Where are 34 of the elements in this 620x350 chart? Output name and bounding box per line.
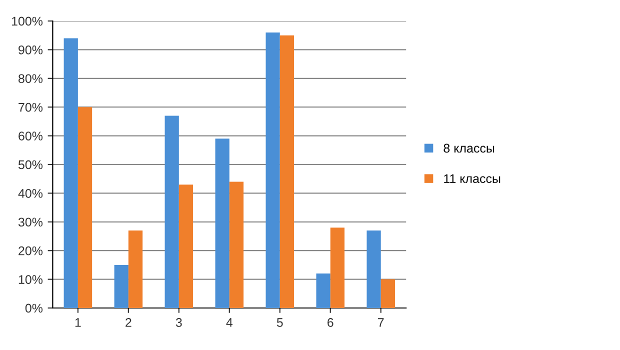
y-tick-label: 20% (18, 246, 43, 256)
bar (178, 184, 194, 308)
x-tick-label: 3 (176, 318, 182, 327)
legend-label: 8 классы (444, 144, 494, 153)
y-tick-label: 100% (12, 16, 43, 26)
bar (78, 107, 92, 308)
bar (366, 230, 381, 308)
x-tick-label: 5 (276, 318, 283, 327)
bar (266, 32, 280, 308)
bar (164, 116, 179, 308)
bar (330, 228, 345, 308)
y-tick-label: 80% (18, 74, 43, 84)
y-tick-label: 50% (18, 160, 43, 170)
bar (229, 182, 244, 308)
bar (215, 138, 230, 308)
y-tick-label: 40% (18, 189, 43, 198)
legend-label: 11 классы (444, 174, 500, 184)
y-tick-label: 10% (18, 275, 43, 284)
bar (114, 264, 128, 308)
x-tick-label: 1 (75, 318, 81, 327)
x-tick-label: 6 (328, 318, 334, 327)
bar (380, 279, 395, 308)
y-tick-label: 30% (18, 218, 43, 227)
bar (64, 38, 78, 308)
bar (280, 35, 294, 308)
bar (128, 230, 143, 308)
x-tick-label: 2 (126, 318, 132, 327)
bar (316, 274, 330, 308)
y-tick-label: 0% (25, 304, 43, 313)
x-tick-label: 4 (226, 318, 233, 327)
y-tick-label: 90% (18, 46, 43, 54)
y-tick-label: 60% (18, 132, 43, 140)
y-tick-label: 70% (18, 102, 43, 112)
x-tick-label: 7 (378, 318, 384, 327)
